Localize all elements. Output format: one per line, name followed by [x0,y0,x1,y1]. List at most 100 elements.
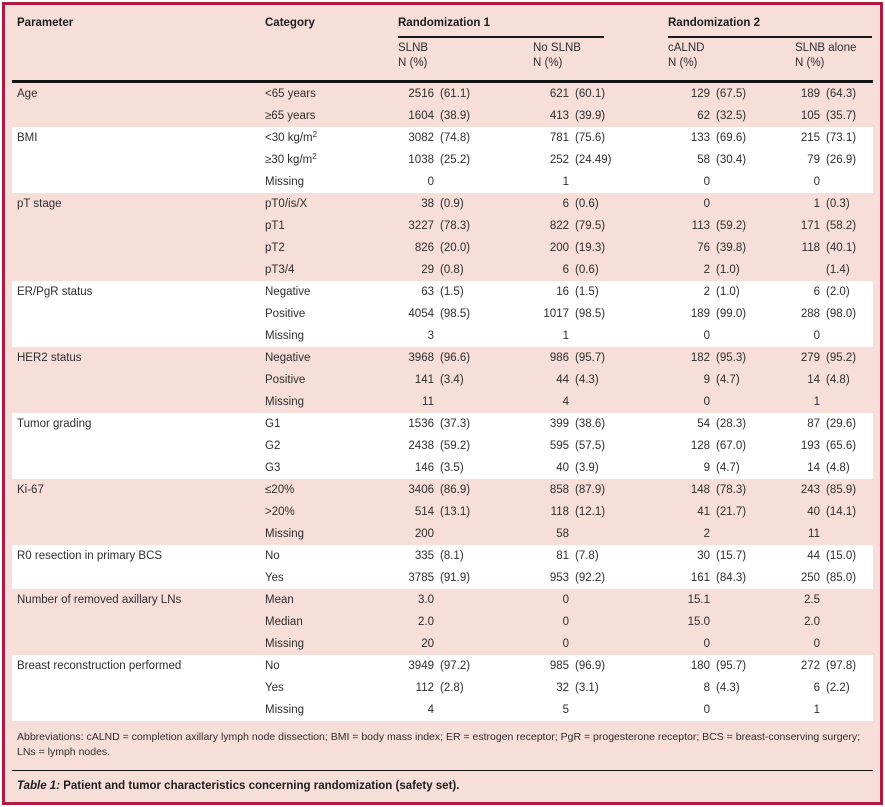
parameter-group: Ki-67 ≤20% 3406 (86.9) 858 (87.9) 148 (78.3) 243… [12,479,873,545]
value-cell: 781 (75.6) [533,132,668,144]
category-cell: ≥30 kg/m2 [265,151,317,166]
category-cell: Positive [265,373,306,386]
category-cell: >20% [265,505,295,518]
percent-value: (58.2) [826,219,857,232]
category-cell: Median [265,615,303,628]
value-cell: 1 [795,396,872,408]
count-value: 3 [427,329,434,342]
category-cell: ≤20% [265,483,295,496]
count-value: 189 [690,307,710,320]
value-cell: 0 [533,638,668,650]
count-value: 16 [556,285,569,298]
category-cell: G3 [265,461,281,474]
table-row: Missing 0 1 0 0 [12,171,873,193]
header-col-no-slnb: No SLNB N (%) [533,41,668,70]
value-cell: 118 (12.1) [533,506,668,518]
value-cell: 272 (97.8) [795,660,872,672]
randomization-2-underline [668,36,872,38]
percent-value: (0.8) [440,263,464,276]
count-value: 180 [690,659,710,672]
count-value: 0 [703,197,710,210]
count-value: 189 [800,87,820,100]
count-value: 200 [549,241,569,254]
value-cell: 29 (0.8) [398,264,533,276]
col-no-slnb-nsub: N (%) [533,56,563,69]
count-value: 252 [549,153,569,166]
count-value: 141 [414,373,434,386]
count-value: 32 [556,681,569,694]
count-value: 3082 [408,131,434,144]
count-value: 182 [690,351,710,364]
table-row: Missing 20 0 0 0 [12,633,873,655]
table-row: Positive 141 (3.4) 44 (4.3) 9 (4.7) 14 (4.8) [12,369,873,391]
parameter-cell: pT stage [17,197,62,210]
value-cell: 171 (58.2) [795,220,872,232]
value-cell: 986 (95.7) [533,352,668,364]
count-value: 0 [562,615,569,628]
count-value: 3968 [408,351,434,364]
count-value: 20 [421,637,434,650]
value-cell: 2438 (59.2) [398,440,533,452]
value-cell: 621 (60.1) [533,88,668,100]
count-value: 0 [427,175,434,188]
table-row: Number of removed axillary LNs Mean 3.0 0 15… [12,589,873,611]
count-value: 986 [549,351,569,364]
percent-value: (98.5) [440,307,471,320]
randomization-2-label: Randomization 2 [668,17,761,29]
value-cell: 413 (39.9) [533,110,668,122]
percent-value: (3.1) [575,681,599,694]
randomization-1-label: Randomization 1 [398,17,491,29]
count-value: 2516 [408,87,434,100]
value-cell: 0 [668,330,795,342]
value-cell: 129 (67.5) [668,88,795,100]
header-col-calnd: cALND N (%) [668,41,795,70]
count-value: 128 [690,439,710,452]
percent-value: (96.9) [575,659,606,672]
value-cell: 6 (2.0) [795,286,872,298]
value-cell: 62 (32.5) [668,110,795,122]
value-cell: 1 [795,704,872,716]
percent-value: (1.0) [716,263,740,276]
value-cell: 2516 (61.1) [398,88,533,100]
value-cell: 15.1 [668,594,795,606]
count-value: 4 [562,395,569,408]
count-value: 161 [690,571,710,584]
percent-value: (40.1) [826,241,857,254]
value-cell: 0 [795,330,872,342]
table-row: ER/PgR status Negative 63 (1.5) 16 (1.5) 2 (1.0… [12,281,873,303]
count-value: 112 [415,681,434,694]
parameter-group: pT stage pT0/is/X 38 (0.9) 6 (0.6) 0 1 (0.3) pT1 3… [12,193,873,281]
value-cell: 79 (26.9) [795,154,872,166]
superscript: 2 [312,151,317,161]
value-cell: 3785 (91.9) [398,572,533,584]
count-value: 41 [697,505,710,518]
count-value: 105 [800,109,820,122]
value-cell: 32 (3.1) [533,682,668,694]
count-value: 29 [421,263,434,276]
count-value: 279 [800,351,820,364]
category-cell: No [265,549,280,562]
percent-value: (1.5) [575,285,599,298]
count-value: 250 [800,571,820,584]
value-cell: 514 (13.1) [398,506,533,518]
caption-divider [12,769,873,771]
value-cell: 0 [668,198,795,210]
category-cell: pT0/is/X [265,197,308,210]
category-cell: Missing [265,395,304,408]
count-value: 858 [549,483,569,496]
value-cell: 2.5 [795,594,872,606]
percent-value: (95.7) [575,351,606,364]
count-value: 40 [807,505,820,518]
percent-value: (7.8) [575,549,599,562]
value-cell: 0 [795,638,872,650]
percent-value: (65.6) [826,439,857,452]
parameter-cell: BMI [17,131,38,144]
table-row: ≥65 years 1604 (38.9) 413 (39.9) 62 (32.5) 105 (… [12,105,873,127]
count-value: 4 [427,703,434,716]
value-cell: 63 (1.5) [398,286,533,298]
count-value: 118 [801,241,820,254]
value-cell: 3949 (97.2) [398,660,533,672]
percent-value: (3.5) [440,461,464,474]
